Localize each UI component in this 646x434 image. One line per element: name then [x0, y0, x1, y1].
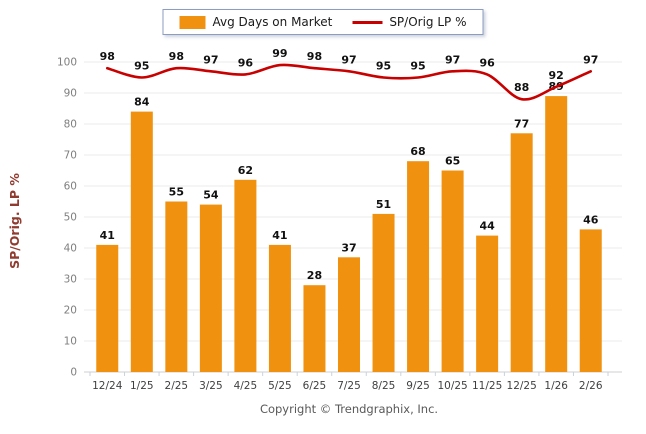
y-tick-label: 90	[64, 88, 77, 100]
bar-3/25	[199, 204, 222, 372]
bar-value-label: 68	[410, 145, 425, 158]
bar-2/25	[165, 201, 188, 372]
legend-label-sp-orig-lp: SP/Orig LP %	[389, 15, 467, 29]
x-axis-label: 1/26	[544, 380, 568, 392]
bar-value-label: 28	[307, 269, 322, 282]
line-value-label: 97	[341, 53, 356, 66]
y-tick-label: 10	[64, 336, 77, 348]
x-axis-label: 6/25	[303, 380, 327, 392]
line-value-label: 95	[410, 60, 425, 73]
bar-value-label: 77	[514, 117, 529, 130]
x-axis-label: 11/25	[472, 380, 502, 392]
x-axis-label: 12/24	[92, 380, 123, 392]
legend-label-avg-days: Avg Days on Market	[212, 15, 333, 29]
bar-value-label: 46	[583, 213, 599, 226]
line-swatch-icon	[352, 20, 383, 24]
line-value-label: 96	[479, 56, 495, 69]
bar-4/25	[234, 179, 257, 372]
bar-12/25	[510, 133, 533, 372]
y-tick-label: 80	[64, 119, 77, 131]
line-value-label: 97	[445, 53, 460, 66]
bar-value-label: 65	[445, 155, 460, 168]
bar-value-label: 84	[134, 96, 150, 109]
bar-8/25	[372, 213, 395, 372]
y-tick-label: 40	[64, 243, 77, 255]
y-tick-label: 0	[70, 367, 77, 379]
bar-value-label: 44	[479, 220, 495, 233]
line-value-label: 99	[272, 47, 287, 60]
bar-value-label: 37	[341, 241, 356, 254]
line-value-label: 92	[549, 69, 564, 82]
line-value-label: 88	[514, 81, 529, 94]
bar-value-label: 55	[169, 186, 184, 199]
x-axis-label: 1/25	[130, 380, 154, 392]
y-tick-label: 70	[64, 150, 77, 162]
bar-11/25	[476, 235, 499, 372]
bar-1/26	[545, 96, 568, 372]
bar-swatch-icon	[179, 15, 206, 29]
bar-1/25	[130, 111, 153, 372]
line-value-label: 98	[100, 50, 115, 63]
line-value-label: 96	[238, 56, 254, 69]
x-axis-label: 8/25	[372, 380, 396, 392]
bar-2/26	[579, 229, 602, 372]
line-value-label: 97	[203, 53, 218, 66]
x-axis-label: 12/25	[507, 380, 537, 392]
line-value-label: 95	[134, 60, 149, 73]
bar-12/24	[96, 244, 119, 372]
line-value-label: 97	[583, 53, 598, 66]
x-axis-label: 4/25	[234, 380, 258, 392]
x-axis-label: 2/26	[579, 380, 603, 392]
y-tick-label: 60	[64, 181, 77, 193]
bar-value-label: 41	[100, 229, 115, 242]
line-value-label: 98	[169, 50, 184, 63]
bar-value-label: 54	[203, 189, 219, 202]
x-axis-label: 2/25	[165, 380, 189, 392]
bar-7/25	[338, 257, 360, 372]
copyright-text: Copyright © Trendgraphix, Inc.	[259, 402, 439, 416]
legend-item-sp-orig-lp: SP/Orig LP %	[352, 15, 467, 29]
y-axis-title: SP/Orig. LP %	[7, 173, 22, 269]
line-value-label: 98	[307, 50, 322, 63]
bar-5/25	[268, 244, 291, 372]
bar-9/25	[407, 161, 430, 372]
y-tick-label: 20	[64, 305, 77, 317]
line-value-label: 95	[376, 60, 391, 73]
y-tick-label: 30	[64, 274, 77, 286]
x-axis-label: 5/25	[268, 380, 292, 392]
bar-10/25	[441, 170, 464, 372]
legend-item-avg-days: Avg Days on Market	[179, 15, 333, 29]
x-axis-label: 9/25	[406, 380, 430, 392]
x-axis-label: 10/25	[437, 380, 467, 392]
x-axis-label: 3/25	[199, 380, 223, 392]
y-tick-label: 100	[57, 57, 77, 69]
y-tick-label: 50	[64, 212, 77, 224]
x-axis-label: 7/25	[337, 380, 361, 392]
chart-legend: Avg Days on Market SP/Orig LP %	[162, 9, 484, 35]
bar-value-label: 62	[238, 164, 253, 177]
bar-6/25	[303, 285, 326, 372]
sp-orig-lp-line	[105, 63, 593, 101]
bar-value-label: 51	[376, 198, 391, 211]
bar-value-label: 41	[272, 229, 287, 242]
